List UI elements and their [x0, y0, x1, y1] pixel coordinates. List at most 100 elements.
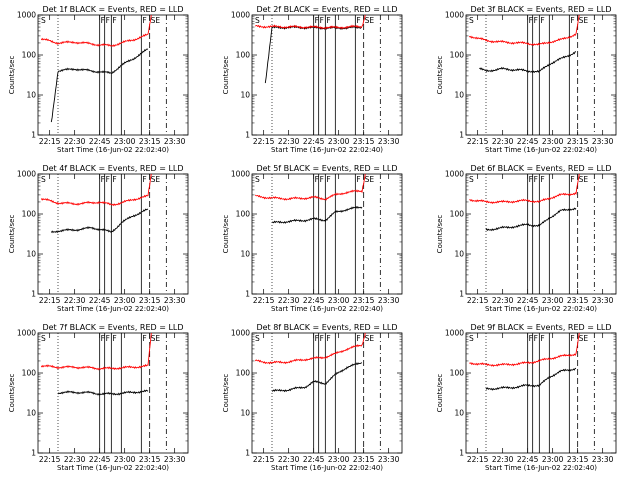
marker-annotation: F [570, 334, 574, 343]
x-tick-label: 22:30 [64, 455, 86, 464]
marker-annotation: S [255, 175, 260, 184]
marker-annotation: F [570, 175, 574, 184]
chart-title: Det 2f BLACK = Events, RED = LLD [256, 5, 397, 14]
marker-annotation: SE [365, 175, 375, 184]
y-tick-label: 1 [459, 290, 464, 299]
x-tick-label: 22:45 [303, 296, 325, 305]
marker-annotation: F [320, 334, 324, 343]
marker-annotation: F [315, 16, 319, 25]
y-tick-label: 1000 [445, 11, 464, 20]
events-series-line [479, 51, 577, 74]
marker-annotation: F [534, 175, 538, 184]
marker-annotation: F [101, 334, 105, 343]
marker-annotation: F [540, 16, 544, 25]
panel-9: Det 9f BLACK = Events, RED = LLD 1 10 100 10… [436, 323, 617, 472]
y-tick-label: 10 [454, 409, 464, 418]
marker-annotation: S [41, 175, 46, 184]
marker-annotation: F [142, 175, 146, 184]
y-tick-label: 1 [245, 290, 250, 299]
marker-annotation: F [326, 16, 330, 25]
plot-frame [251, 332, 403, 454]
x-tick-label: 22:45 [303, 137, 325, 146]
y-tick-label: 100 [236, 210, 251, 219]
y-tick-label: 1000 [231, 170, 250, 179]
x-axis-label: Start Time (16-Jun-02 22:02:40) [57, 464, 169, 472]
y-tick-label: 1 [31, 290, 36, 299]
y-tick-label: 100 [22, 369, 37, 378]
marker-annotation: F [106, 334, 110, 343]
panel-1: Det 1f BLACK = Events, RED = LLD 1 10 100 10… [8, 5, 189, 154]
x-tick-label: 23:30 [592, 137, 614, 146]
y-tick-label: 10 [240, 250, 250, 259]
x-tick-label: 23:00 [328, 137, 350, 146]
y-tick-label: 100 [22, 210, 37, 219]
marker-annotation: F [540, 175, 544, 184]
y-tick-label: 10 [26, 409, 36, 418]
lld-series-line [255, 14, 366, 30]
panel-6: Det 6f BLACK = Events, RED = LLD 1 10 100 10… [436, 164, 617, 313]
x-axis-label: Start Time (16-Jun-02 22:02:40) [271, 305, 383, 313]
y-tick-label: 1 [245, 131, 250, 140]
x-tick-label: 23:15 [567, 455, 589, 464]
marker-annotation: F [529, 16, 533, 25]
panel-4: Det 4f BLACK = Events, RED = LLD 1 10 100 10… [8, 164, 189, 313]
x-tick-label: 22:15 [39, 455, 61, 464]
panel-5: Det 5f BLACK = Events, RED = LLD 1 10 100 10… [222, 164, 403, 313]
y-axis-label: Counts/sec [222, 215, 230, 254]
y-tick-label: 1000 [445, 329, 464, 338]
y-tick-label: 10 [454, 91, 464, 100]
x-tick-label: 23:00 [328, 455, 350, 464]
x-tick-label: 23:15 [139, 296, 161, 305]
marker-annotation: F [106, 175, 110, 184]
y-tick-label: 1 [459, 131, 464, 140]
marker-annotation: S [469, 16, 474, 25]
chart-title: Det 7f BLACK = Events, RED = LLD [42, 323, 183, 332]
marker-annotation: F [112, 175, 116, 184]
x-tick-label: 22:30 [278, 137, 300, 146]
x-tick-label: 23:15 [139, 455, 161, 464]
lld-series-line [468, 14, 580, 47]
x-tick-label: 22:30 [64, 296, 86, 305]
marker-annotation: F [356, 334, 360, 343]
marker-annotation: SE [151, 16, 161, 25]
x-tick-label: 22:15 [253, 296, 275, 305]
marker-annotation: F [356, 175, 360, 184]
chart-title: Det 6f BLACK = Events, RED = LLD [470, 164, 611, 173]
lld-series-line [40, 173, 152, 207]
y-tick-label: 1 [31, 131, 36, 140]
marker-annotation: F [529, 334, 533, 343]
events-series-line [485, 207, 577, 232]
x-tick-label: 23:30 [164, 296, 186, 305]
marker-annotation: SE [579, 334, 589, 343]
plot-frame [37, 14, 189, 136]
x-tick-label: 22:45 [303, 455, 325, 464]
x-axis-label: Start Time (16-Jun-02 22:02:40) [57, 305, 169, 313]
x-tick-label: 22:15 [467, 455, 489, 464]
x-tick-label: 23:15 [567, 137, 589, 146]
x-tick-label: 22:15 [467, 296, 489, 305]
chart-title: Det 3f BLACK = Events, RED = LLD [470, 5, 611, 14]
x-axis-label: Start Time (16-Jun-02 22:02:40) [485, 146, 597, 154]
x-tick-label: 23:00 [542, 296, 564, 305]
panel-2: Det 2f BLACK = Events, RED = LLD 1 10 100 10… [222, 5, 403, 154]
x-axis-label: Start Time (16-Jun-02 22:02:40) [57, 146, 169, 154]
y-tick-label: 100 [236, 369, 251, 378]
x-tick-label: 23:30 [378, 455, 400, 464]
x-tick-label: 23:30 [592, 296, 614, 305]
y-tick-label: 1000 [17, 329, 36, 338]
events-series-line [50, 48, 149, 123]
events-series-line [271, 362, 363, 393]
marker-annotation: F [101, 16, 105, 25]
y-axis-label: Counts/sec [436, 374, 444, 413]
marker-annotation: S [41, 334, 46, 343]
y-tick-label: 10 [26, 250, 36, 259]
chart-title: Det 1f BLACK = Events, RED = LLD [42, 5, 183, 14]
x-tick-label: 23:30 [164, 137, 186, 146]
marker-annotation: SE [365, 16, 375, 25]
marker-annotation: F [315, 334, 319, 343]
y-axis-label: Counts/sec [436, 56, 444, 95]
x-tick-label: 22:45 [89, 296, 111, 305]
x-tick-label: 23:30 [164, 455, 186, 464]
marker-annotation: F [320, 175, 324, 184]
y-tick-label: 100 [450, 369, 465, 378]
